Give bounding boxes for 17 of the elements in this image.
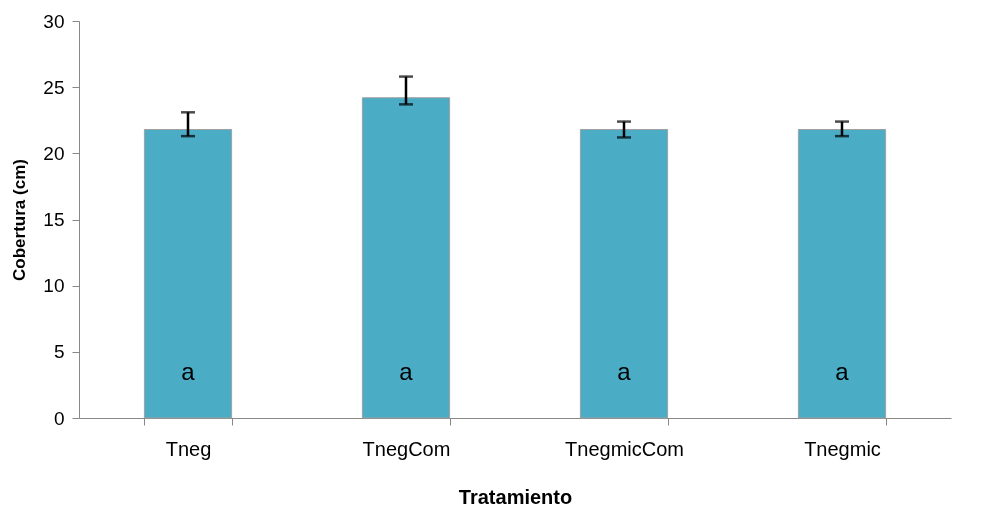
x-tick-label: Tneg: [165, 437, 212, 460]
annotation: a: [399, 358, 414, 385]
y-axis-title: Cobertura (cm): [10, 159, 30, 281]
y-tick-label: 0: [53, 407, 65, 429]
x-tick-label: Tnegmic: [804, 437, 881, 460]
annotation: a: [835, 358, 850, 385]
x-tick-label: TnegmicCom: [565, 437, 684, 460]
y-tick-label: 30: [43, 10, 65, 32]
x-tick-label: TnegCom: [362, 437, 451, 460]
y-tick-label: 25: [43, 76, 65, 98]
y-tick-label: 5: [53, 341, 65, 363]
annotation: a: [617, 358, 632, 385]
y-tick-label: 15: [43, 209, 65, 230]
annotation: a: [181, 358, 196, 385]
y-tick-label: 20: [43, 142, 65, 164]
y-tick-label: 10: [43, 275, 65, 297]
x-axis-title: Tratamiento: [458, 485, 573, 508]
